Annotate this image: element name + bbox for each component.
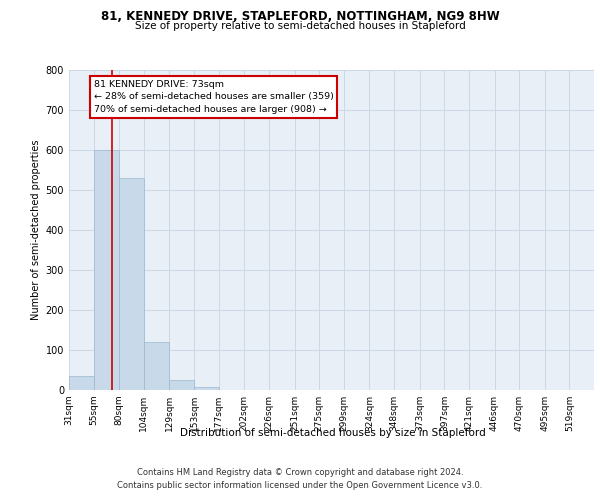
Bar: [119, 178, 144, 390]
Text: 81, KENNEDY DRIVE, STAPLEFORD, NOTTINGHAM, NG9 8HW: 81, KENNEDY DRIVE, STAPLEFORD, NOTTINGHA…: [101, 10, 499, 23]
Text: Contains HM Land Registry data © Crown copyright and database right 2024.: Contains HM Land Registry data © Crown c…: [137, 468, 463, 477]
Bar: [194, 387, 219, 390]
Text: 81 KENNEDY DRIVE: 73sqm
← 28% of semi-detached houses are smaller (359)
70% of s: 81 KENNEDY DRIVE: 73sqm ← 28% of semi-de…: [94, 80, 334, 114]
Text: Distribution of semi-detached houses by size in Stapleford: Distribution of semi-detached houses by …: [180, 428, 486, 438]
Text: Contains public sector information licensed under the Open Government Licence v3: Contains public sector information licen…: [118, 480, 482, 490]
Bar: [69, 376, 94, 390]
Text: Size of property relative to semi-detached houses in Stapleford: Size of property relative to semi-detach…: [134, 21, 466, 31]
Bar: [169, 380, 194, 390]
Bar: [144, 342, 169, 390]
Y-axis label: Number of semi-detached properties: Number of semi-detached properties: [31, 140, 41, 320]
Bar: [94, 150, 119, 390]
